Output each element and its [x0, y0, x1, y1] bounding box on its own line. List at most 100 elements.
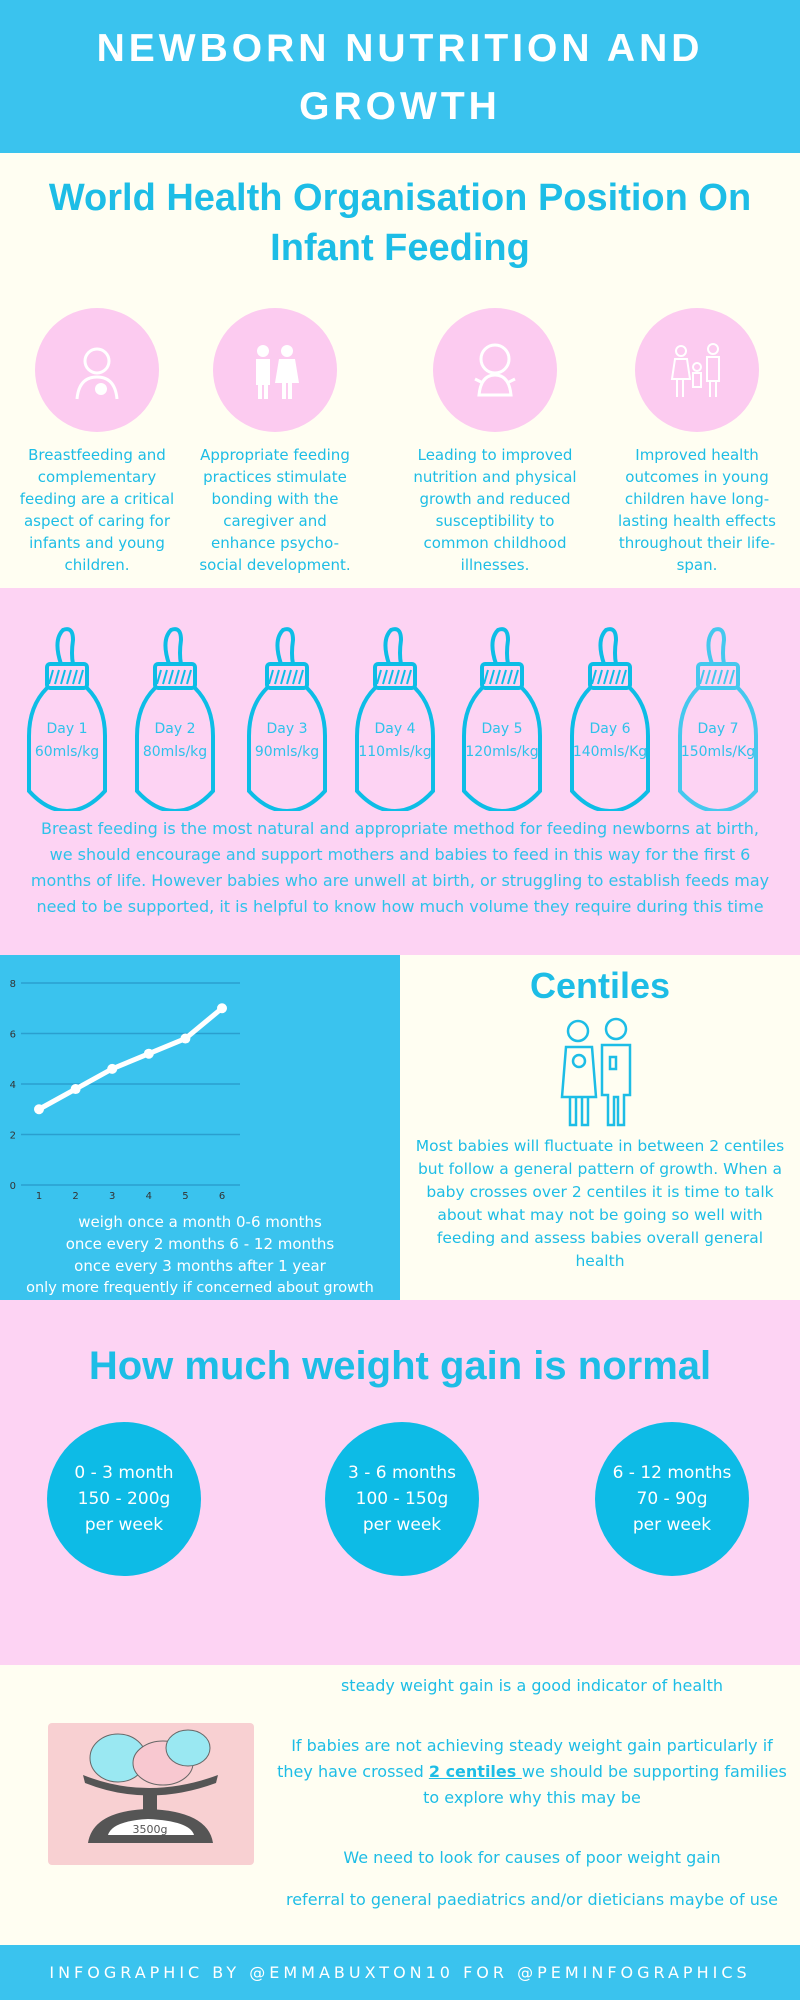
weight-gain-circle: 6 - 12 months 70 - 90g per week [595, 1422, 749, 1576]
x-tick-label: 5 [182, 1191, 188, 1202]
tip-text: referral to general paediatrics and/or d… [285, 1890, 779, 1909]
data-point [34, 1104, 44, 1115]
who-item-text: Appropriate feeding practices stimulate … [199, 446, 351, 574]
weight-tips-section: 3500g steady weight gain is a good indic… [0, 1665, 800, 1945]
bottle-icon [678, 627, 758, 811]
bottle-1: Day 1 60mls/kg [27, 626, 107, 811]
gain-range: 70 - 90g [636, 1489, 708, 1509]
bottle-volume: 110mls/kg [358, 744, 432, 760]
weighing-line: once every 2 months 6 - 12 months [65, 1235, 335, 1253]
tip-text-part: If babies are not achieving steady weigh… [277, 1736, 773, 1781]
y-tick-label: 8 [10, 979, 16, 990]
series-line [37, 1006, 224, 1112]
centiles-title: Centiles [529, 965, 671, 1006]
y-tick-label: 2 [10, 1131, 16, 1142]
who-item: Appropriate feeding practices stimulate … [190, 308, 360, 576]
family-icon [635, 308, 759, 432]
feeding-volume-section: Day 1 60mls/kg Day 2 80mls/kg Day 3 90ml… [0, 588, 800, 955]
gain-unit: per week [84, 1515, 164, 1535]
bottle-icon [355, 627, 435, 811]
who-item: Leading to improved nutrition and physic… [410, 308, 580, 576]
x-tick-label: 4 [146, 1191, 152, 1202]
gain-unit: per week [362, 1515, 442, 1535]
footer: INFOGRAPHIC BY @EMMABUXTON10 FOR @PEMINF… [0, 1945, 800, 2000]
bottle-icon [247, 627, 327, 811]
data-point [180, 1033, 191, 1044]
who-item-text: Improved health outcomes in young childr… [617, 446, 776, 574]
scale-reading: 3500g [133, 1823, 168, 1836]
bottle-volume: 90mls/kg [254, 744, 320, 760]
centiles-text: Most babies will fluctuate in between 2 … [415, 1137, 785, 1270]
data-point [217, 1003, 227, 1014]
who-section: World Health Organisation Position On In… [0, 153, 800, 588]
bottle-4: Day 4 110mls/kg [355, 626, 435, 811]
baby-on-scale-image: 3500g [48, 1723, 254, 1865]
who-item: Improved health outcomes in young childr… [612, 308, 782, 576]
page-header: NEWBORN NUTRITION AND GROWTH [0, 0, 800, 153]
gain-range: 150 - 200g [77, 1489, 171, 1509]
growth-chart: 0 2 4 6 8 1 2 3 4 5 6 [10, 979, 240, 1202]
who-item: Breastfeeding and complementary feeding … [12, 308, 182, 576]
footer-credit: INFOGRAPHIC BY @EMMABUXTON10 FOR @PEMINF… [49, 1963, 751, 1982]
weight-gain-circle: 3 - 6 months 100 - 150g per week [325, 1422, 479, 1576]
y-tick-label: 4 [10, 1080, 16, 1091]
breastfeeding-mother-icon [35, 308, 159, 432]
tip-text: We need to look for causes of poor weigh… [343, 1848, 721, 1867]
bottle-6: Day 6 140mls/Kg [570, 626, 650, 811]
y-tick-label: 0 [10, 1181, 16, 1192]
weight-gain-title: How much weight gain is normal [88, 1344, 712, 1388]
bottle-5: Day 5 120mls/kg [462, 626, 542, 811]
feeding-text: Breast feeding is the most natural and a… [30, 819, 770, 916]
y-tick-label: 6 [10, 1030, 16, 1041]
parents-icon [213, 308, 337, 432]
weighing-line: weigh once a month 0-6 months [78, 1213, 322, 1231]
baby-icon [433, 308, 557, 432]
weight-gain-circle: 0 - 3 month 150 - 200g per week [47, 1422, 201, 1576]
weighing-line: once every 3 months after 1 year [74, 1257, 326, 1275]
weight-gain-section: How much weight gain is normal 0 - 3 mon… [0, 1300, 800, 1665]
bottle-7: Day 7 150mls/Kg [678, 626, 758, 811]
bottle-volume: 140mls/Kg [572, 744, 648, 760]
x-tick-label: 2 [72, 1191, 78, 1202]
bottle-volume: 80mls/kg [142, 744, 208, 760]
bottle-day: Day 6 [589, 721, 631, 737]
bottle-icon [27, 627, 107, 811]
age-range: 6 - 12 months [612, 1463, 732, 1483]
bottle-2: Day 2 80mls/kg [135, 626, 215, 811]
x-tick-label: 6 [219, 1191, 225, 1202]
centiles-section: Centiles Most babies will fluctuate in b… [400, 955, 800, 1300]
data-point [107, 1063, 118, 1074]
bottle-day: Day 5 [481, 721, 523, 737]
bottle-volume: 150mls/Kg [680, 744, 756, 760]
age-range: 3 - 6 months [347, 1463, 456, 1483]
bottle-icon [570, 627, 650, 811]
bottle-icon [462, 627, 542, 811]
parents-with-baby-icon [560, 1017, 632, 1127]
centiles-link[interactable]: 2 centiles [428, 1762, 522, 1781]
bottle-day: Day 2 [154, 721, 196, 737]
gain-range: 100 - 150g [355, 1489, 449, 1509]
x-tick-label: 3 [109, 1191, 115, 1202]
weighing-schedule: weigh once a month 0-6 months once every… [0, 1211, 400, 1299]
bottle-day: Day 7 [697, 721, 739, 737]
who-item-text: Leading to improved nutrition and physic… [413, 446, 577, 574]
data-point [70, 1084, 81, 1095]
tip-text: If babies are not achieving steady weigh… [272, 1733, 792, 1811]
page-title: NEWBORN NUTRITION AND GROWTH [96, 27, 704, 128]
age-range: 0 - 3 month [74, 1463, 174, 1483]
bottle-3: Day 3 90mls/kg [247, 626, 327, 811]
who-title: World Health Organisation Position On In… [48, 177, 752, 269]
gain-unit: per week [632, 1515, 712, 1535]
bottle-volume: 60mls/kg [34, 744, 100, 760]
bottle-icon [135, 627, 215, 811]
bottle-day: Day 3 [266, 721, 308, 737]
data-point [143, 1048, 154, 1059]
bottle-volume: 120mls/kg [465, 744, 539, 760]
tip-text-part: we should be supporting families to expl… [423, 1762, 787, 1807]
bottle-day: Day 4 [374, 721, 416, 737]
tip-text: steady weight gain is a good indicator o… [340, 1676, 724, 1695]
growth-chart-section: 0 2 4 6 8 1 2 3 4 5 6 weigh once a month 0-6 month… [0, 955, 400, 1300]
who-item-text: Breastfeeding and complementary feeding … [19, 446, 175, 574]
bottle-day: Day 1 [46, 721, 88, 737]
x-tick-label: 1 [36, 1191, 42, 1202]
